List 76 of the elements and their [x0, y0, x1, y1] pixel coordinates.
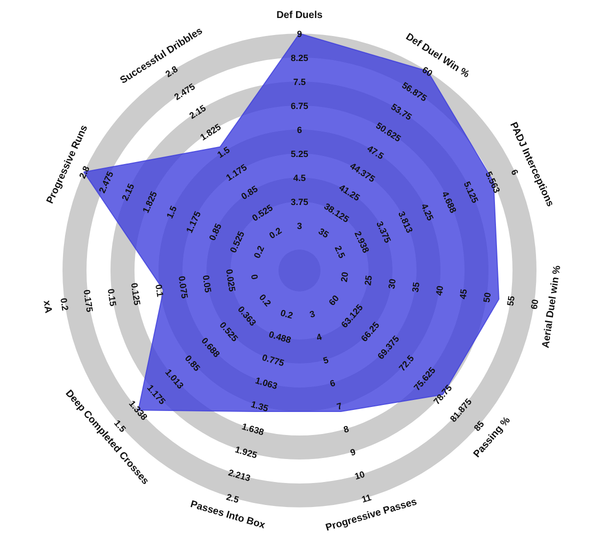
text: 1.925: [234, 444, 258, 460]
text: 3.813: [396, 210, 415, 234]
spoke-label: xA: [40, 300, 54, 314]
text: 1.638: [240, 421, 266, 438]
text: 9: [349, 446, 357, 458]
text: 35: [410, 282, 422, 293]
text: 2.475: [96, 170, 116, 195]
spoke-label: Aerial Duel win %: [540, 264, 564, 349]
text: 60: [528, 298, 540, 310]
text: 1.063: [254, 375, 279, 392]
text: 8.25: [290, 52, 308, 63]
text: 2.8: [164, 64, 180, 80]
text: 47.5: [365, 143, 386, 162]
text: 2.15: [120, 182, 136, 202]
text: 3.375: [374, 220, 393, 244]
text: 0.2: [252, 244, 266, 260]
text: 0.15: [106, 288, 118, 307]
text: 6: [328, 378, 336, 389]
text: 2.213: [227, 467, 252, 484]
text: 1.825: [140, 190, 160, 214]
text: 6: [509, 168, 520, 177]
text: 8: [342, 424, 350, 435]
text: 41.25: [337, 182, 362, 203]
text: 1.5: [216, 144, 232, 160]
spoke-label: Def Duels: [276, 10, 323, 21]
text: 0.2: [279, 308, 294, 321]
text: 40: [434, 284, 446, 296]
text: 0.2: [257, 292, 273, 308]
text: 6: [296, 124, 302, 135]
text: 10: [353, 469, 366, 482]
text: 30: [386, 278, 398, 290]
text: 4: [315, 332, 323, 343]
text: 0.775: [260, 352, 286, 368]
text: 35: [316, 226, 330, 240]
text: 3.75: [290, 196, 308, 207]
text: 3: [296, 220, 302, 231]
text: 3: [308, 308, 316, 320]
text: 0.125: [129, 282, 142, 306]
text: 0.025: [224, 268, 238, 292]
text: 0.2: [267, 225, 284, 241]
text: 20: [338, 271, 350, 283]
text: 4.5: [293, 172, 306, 183]
text: 6.75: [290, 100, 308, 111]
text: 4.25: [419, 202, 436, 222]
text: 1.35: [250, 399, 270, 414]
text: 2.5: [332, 244, 348, 260]
text: 11: [360, 492, 372, 505]
text: 2.5: [225, 492, 240, 505]
text: 7.5: [293, 76, 306, 87]
text: 1.175: [184, 210, 203, 234]
text: 0.1: [154, 284, 166, 298]
text: 5.563: [484, 170, 502, 195]
text: 0.175: [82, 289, 95, 313]
text: 7: [336, 400, 344, 412]
text: 0.525: [228, 230, 246, 254]
text: 5.25: [290, 148, 308, 159]
text: 2.938: [352, 230, 372, 254]
text: 5.125: [462, 180, 480, 205]
text: 0.85: [207, 222, 224, 242]
text: 0.2: [58, 297, 70, 312]
text: 0.85: [239, 184, 260, 202]
text: 0.075: [176, 275, 190, 300]
text: 25: [362, 274, 374, 286]
text: 0.05: [200, 274, 214, 294]
text: 45: [458, 288, 469, 300]
text: 0.488: [268, 329, 292, 346]
text: 55: [505, 295, 516, 307]
text: 4.688: [440, 190, 458, 214]
text: 5: [322, 354, 330, 366]
text: 50: [481, 292, 493, 304]
text: 2.8: [77, 164, 92, 180]
text: 0: [249, 274, 260, 280]
text: 2.15: [188, 102, 208, 121]
text: 1.5: [164, 204, 179, 220]
text: 60: [326, 293, 341, 308]
text: 60: [420, 64, 434, 78]
